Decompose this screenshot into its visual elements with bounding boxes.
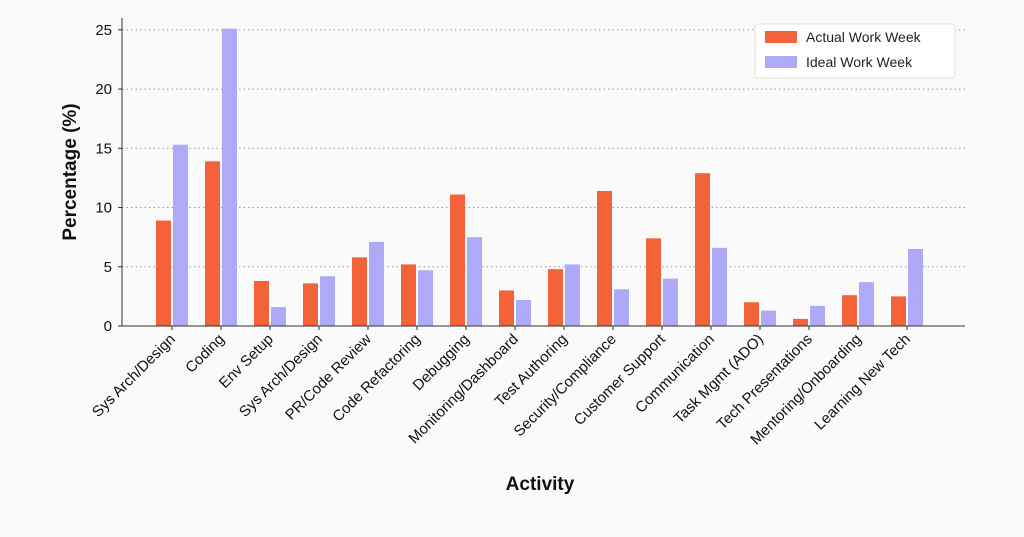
bar-actual — [499, 290, 514, 326]
bar-ideal — [467, 237, 482, 326]
x-tick-label: Sys Arch/Design — [89, 331, 179, 421]
bar-actual — [891, 296, 906, 326]
x-tick-label: Task Mgmt (ADO) — [671, 331, 767, 427]
bar-ideal — [810, 305, 825, 326]
bar-actual — [450, 194, 465, 326]
y-tick-label: 10 — [95, 200, 112, 217]
bars — [156, 28, 923, 327]
bar-ideal — [320, 276, 335, 326]
bar-ideal — [859, 282, 874, 326]
legend-label-actual: Actual Work Week — [806, 29, 922, 45]
x-tick-label: Sys Arch/Design — [236, 331, 326, 421]
y-tick-label: 5 — [104, 259, 112, 276]
bar-ideal — [173, 144, 188, 326]
axes — [121, 18, 965, 327]
bar-actual — [156, 220, 171, 326]
x-tick-label: Customer Support — [571, 330, 670, 429]
bar-ideal — [565, 264, 580, 326]
bar-actual — [352, 257, 367, 326]
bar-actual — [597, 190, 612, 326]
legend: Actual Work Week Ideal Work Week — [754, 23, 956, 79]
bar-actual — [695, 173, 710, 326]
bar-actual — [254, 280, 269, 326]
x-tick-label: Code Refactoring — [329, 331, 424, 426]
bar-actual — [548, 269, 563, 326]
bar-ideal — [712, 247, 727, 326]
y-tick-label: 15 — [95, 140, 112, 157]
bar-actual — [744, 302, 759, 326]
y-tick-label: 25 — [95, 22, 112, 39]
bar-ideal — [663, 278, 678, 326]
legend-swatch-actual — [765, 31, 797, 43]
legend-box — [754, 23, 956, 79]
x-tick-label: Learning New Tech — [811, 331, 914, 434]
bar-ideal — [516, 299, 531, 326]
legend-swatch-ideal — [765, 56, 797, 68]
x-tick-label: PR/Code Review — [282, 331, 375, 424]
y-tick-label: 20 — [95, 81, 112, 98]
bar-ideal — [614, 289, 629, 326]
bar-actual — [646, 238, 661, 326]
bar-ideal — [418, 270, 433, 326]
y-tick-label: 0 — [104, 318, 112, 335]
bar-actual — [793, 318, 808, 326]
bar-actual — [842, 295, 857, 326]
bar-ideal — [908, 249, 923, 326]
x-tick-label: Coding — [182, 331, 228, 377]
bar-ideal — [222, 28, 237, 327]
y-tick-labels: 0 5 10 15 20 25 — [95, 22, 122, 335]
legend-label-ideal: Ideal Work Week — [806, 54, 913, 70]
x-axis-title: Activity — [506, 474, 575, 495]
y-axis-title: Percentage (%) — [60, 103, 81, 240]
bar-actual — [401, 264, 416, 326]
bar-ideal — [761, 310, 776, 326]
bar-actual — [205, 161, 220, 326]
bar-actual — [303, 283, 318, 326]
bar-ideal — [369, 241, 384, 326]
bar-ideal — [271, 307, 286, 326]
